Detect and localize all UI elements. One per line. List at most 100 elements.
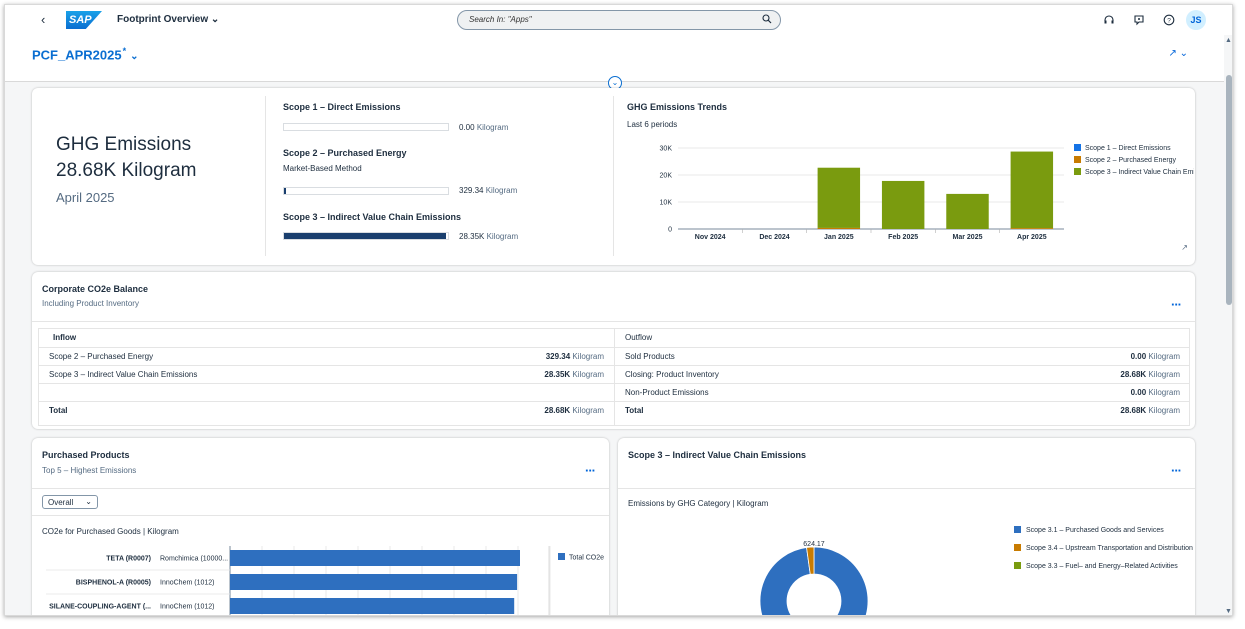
purchased-products-card: Purchased Products Top 5 – Highest Emiss… bbox=[32, 438, 609, 615]
table-header-row: Outflow bbox=[615, 329, 1190, 348]
category-label: TETA (R0007) bbox=[106, 556, 151, 563]
scrollbar-thumb[interactable] bbox=[1226, 75, 1232, 305]
scope3-chart-title: Emissions by GHG Category | Kilogram bbox=[628, 499, 769, 508]
share-button[interactable]: ↗ ⌄ bbox=[1168, 48, 1188, 59]
table-row: Scope 3 – Indirect Value Chain Emissions… bbox=[39, 365, 614, 384]
scope3-value: 28.35K Kilogram bbox=[459, 232, 518, 241]
divider bbox=[265, 96, 266, 256]
legend-swatch bbox=[558, 553, 565, 560]
divider bbox=[32, 321, 1195, 322]
legend-swatch bbox=[1074, 144, 1081, 151]
x-tick-label: Mar 2025 bbox=[953, 234, 983, 241]
x-tick-label: Apr 2025 bbox=[1017, 234, 1047, 241]
balance-card: Corporate CO2e Balance Including Product… bbox=[32, 272, 1195, 429]
supplier-label: Romchimica (10000... bbox=[160, 556, 228, 563]
scope3-category-card: Scope 3 – Indirect Value Chain Emissions… bbox=[618, 438, 1195, 615]
divider bbox=[32, 488, 609, 489]
outflow-label: Sold Products bbox=[615, 347, 954, 366]
chevron-down-icon: ⌄ bbox=[130, 51, 139, 63]
total-row: Total 28.68K Kilogram bbox=[615, 401, 1190, 419]
inflow-label: Scope 2 – Purchased Energy bbox=[39, 347, 430, 366]
inflow-header: Inflow bbox=[39, 329, 614, 348]
supplier-label: InnoChem (1012) bbox=[160, 604, 214, 611]
app-title-menu[interactable]: Footprint Overview ⌄ bbox=[117, 14, 219, 25]
purchased-chart: TETA (R0007) Romchimica (10000... BISPHENO… bbox=[46, 546, 604, 615]
x-tick-label: Dec 2024 bbox=[759, 234, 789, 241]
outflow-value: 28.68K Kilogram bbox=[953, 365, 1190, 384]
bar bbox=[230, 574, 518, 590]
page-scrollbar[interactable]: ▲ ▼ bbox=[1224, 35, 1232, 615]
value-number: 0.00 bbox=[1130, 351, 1147, 361]
scope2-unit: Kilogram bbox=[485, 186, 518, 195]
inflow-label: Scope 3 – Indirect Value Chain Emissions bbox=[39, 365, 430, 384]
total-row: Total 28.68K Kilogram bbox=[39, 401, 614, 419]
page-header: PCF_APR2025*⌄ ↗ ⌄ bbox=[5, 35, 1232, 82]
scope3-donut-chart: 624.17 Scope 3.1 – Purchased Goods and Se… bbox=[759, 526, 1193, 615]
outflow-value: 0.00 Kilogram bbox=[953, 383, 1190, 402]
value-number: 0.00 bbox=[1130, 387, 1147, 397]
scroll-up-icon[interactable]: ▲ bbox=[1225, 37, 1232, 44]
purchased-subtitle: Top 5 – Highest Emissions bbox=[42, 466, 137, 475]
value-unit: Kilogram bbox=[1148, 387, 1180, 397]
value-number: 28.68K bbox=[1120, 369, 1147, 379]
chevron-down-icon: ⌄ bbox=[1179, 48, 1188, 59]
legend-label: Scope 2 – Purchased Energy bbox=[1085, 157, 1177, 164]
outflow-total: 28.68K Kilogram bbox=[953, 401, 1190, 419]
outflow-label: Closing: Product Inventory bbox=[615, 365, 954, 384]
back-arrow-icon[interactable]: ‹ bbox=[41, 12, 46, 27]
legend-label: Scope 3.1 – Purchased Goods and Services bbox=[1026, 527, 1164, 534]
variant-selector[interactable]: PCF_APR2025*⌄ bbox=[32, 46, 139, 62]
scope3-card-title: Scope 3 – Indirect Value Chain Emissions bbox=[628, 450, 807, 460]
outflow-value: 0.00 Kilogram bbox=[953, 347, 1190, 366]
value-unit: Kilogram bbox=[1148, 405, 1180, 415]
divider bbox=[614, 329, 615, 425]
table-header-row: Inflow bbox=[39, 329, 614, 348]
inflow-total: 28.68K Kilogram bbox=[429, 401, 614, 419]
scope2-title: Scope 2 – Purchased Energy bbox=[283, 148, 407, 158]
y-tick-label: 20K bbox=[660, 173, 673, 180]
user-avatar[interactable]: JS bbox=[1186, 10, 1206, 30]
scope2-bar bbox=[283, 187, 449, 195]
search-icon[interactable] bbox=[762, 14, 772, 24]
total-label: Total bbox=[625, 405, 644, 415]
y-tick-label: 10K bbox=[660, 200, 673, 207]
headset-icon[interactable] bbox=[1103, 14, 1115, 26]
more-options-icon[interactable]: ··· bbox=[1171, 297, 1182, 312]
category-label: SILANE-COUPLING-AGENT (... bbox=[49, 604, 151, 611]
notifications-icon[interactable] bbox=[1133, 14, 1145, 26]
share-icon: ↗ bbox=[1168, 48, 1177, 59]
search-field[interactable]: Search In: "Apps" bbox=[457, 10, 781, 30]
purchased-chart-title: CO2e for Purchased Goods | Kilogram bbox=[42, 527, 179, 536]
legend-label: Scope 3.4 – Upstream Transportation and … bbox=[1026, 545, 1193, 552]
table-row: Scope 2 – Purchased Energy 329.34 Kilogra… bbox=[39, 347, 614, 366]
more-options-icon[interactable]: ··· bbox=[585, 463, 596, 478]
scroll-down-icon[interactable]: ▼ bbox=[1225, 608, 1232, 615]
value-unit: Kilogram bbox=[572, 351, 604, 361]
trend-chart-title: GHG Emissions Trends bbox=[627, 102, 728, 112]
value-number: 329.34 bbox=[545, 351, 571, 361]
outflow-header: Outflow bbox=[615, 329, 1190, 348]
purchased-title: Purchased Products bbox=[42, 450, 130, 460]
divider bbox=[618, 488, 1195, 489]
filter-select[interactable]: Overall ⌄ bbox=[42, 495, 98, 509]
legend-swatch bbox=[1014, 544, 1021, 551]
kpi-header-card: GHG Emissions 28.68K Kilogram April 2025… bbox=[32, 88, 1195, 265]
help-icon[interactable]: ? bbox=[1163, 14, 1175, 26]
outflow-table: Outflow Sold Products 0.00 Kilogram Closi… bbox=[615, 329, 1190, 419]
donut-slice bbox=[806, 546, 815, 575]
bar bbox=[817, 167, 861, 228]
scope1-unit: Kilogram bbox=[476, 123, 509, 132]
scope2-bar-fill bbox=[284, 188, 286, 194]
variant-name: PCF_APR2025 bbox=[32, 47, 122, 63]
y-tick-label: 30K bbox=[660, 146, 673, 153]
x-tick-label: Feb 2025 bbox=[888, 234, 918, 241]
legend-swatch bbox=[1014, 526, 1021, 533]
search-placeholder: Search In: "Apps" bbox=[469, 15, 532, 24]
inflow-value: 28.35K Kilogram bbox=[429, 365, 614, 384]
chevron-down-icon: ⌄ bbox=[210, 14, 220, 25]
scope2-number: 329.34 bbox=[459, 186, 484, 195]
svg-text:?: ? bbox=[1167, 17, 1171, 24]
legend-swatch bbox=[1074, 156, 1081, 163]
legend-swatch bbox=[1074, 168, 1081, 175]
more-options-icon[interactable]: ··· bbox=[1171, 463, 1182, 478]
